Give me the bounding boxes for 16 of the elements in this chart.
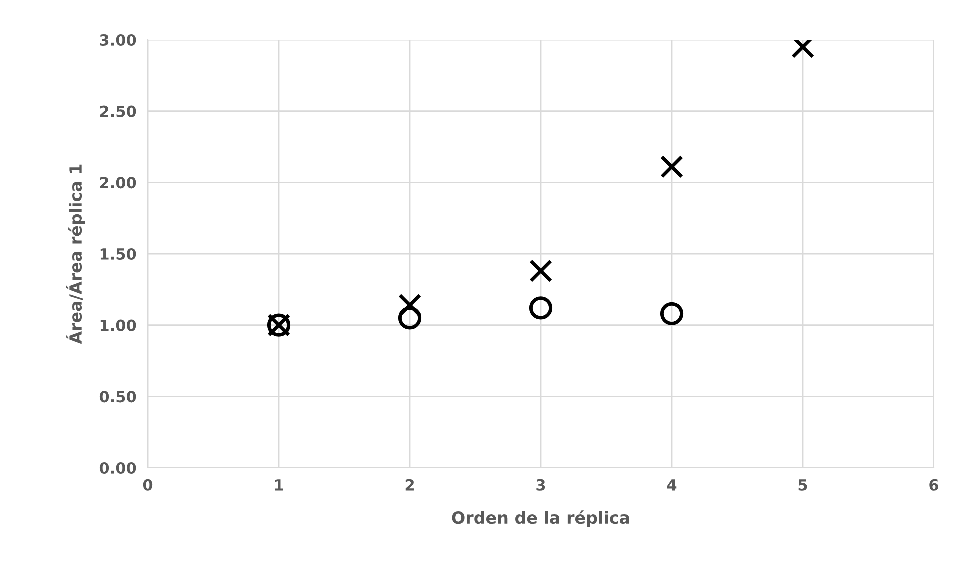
y-tick-label: 3.00 xyxy=(100,34,136,46)
x-tick-label: 0 xyxy=(143,479,153,491)
x-tick-label: 3 xyxy=(536,479,546,491)
x-tick-label: 4 xyxy=(667,480,677,491)
y-tick-label: 0.00 xyxy=(100,462,136,474)
x-tick-label: 6 xyxy=(930,479,938,491)
x-tick-label: 2 xyxy=(406,479,414,491)
x-tick-label: 5 xyxy=(798,480,808,491)
y-tick-label: 2.50 xyxy=(100,106,136,118)
x-axis-title: Orden de la réplica xyxy=(452,510,630,528)
x-tick-label: 1 xyxy=(275,480,284,491)
y-tick-label: 2.00 xyxy=(100,177,136,189)
y-tick-label: 0.50 xyxy=(100,391,136,403)
y-tick-label: 1.50 xyxy=(100,248,136,260)
y-axis-title: Área/Área réplica 1 xyxy=(66,164,86,344)
y-tick-label: 1.00 xyxy=(100,320,136,332)
